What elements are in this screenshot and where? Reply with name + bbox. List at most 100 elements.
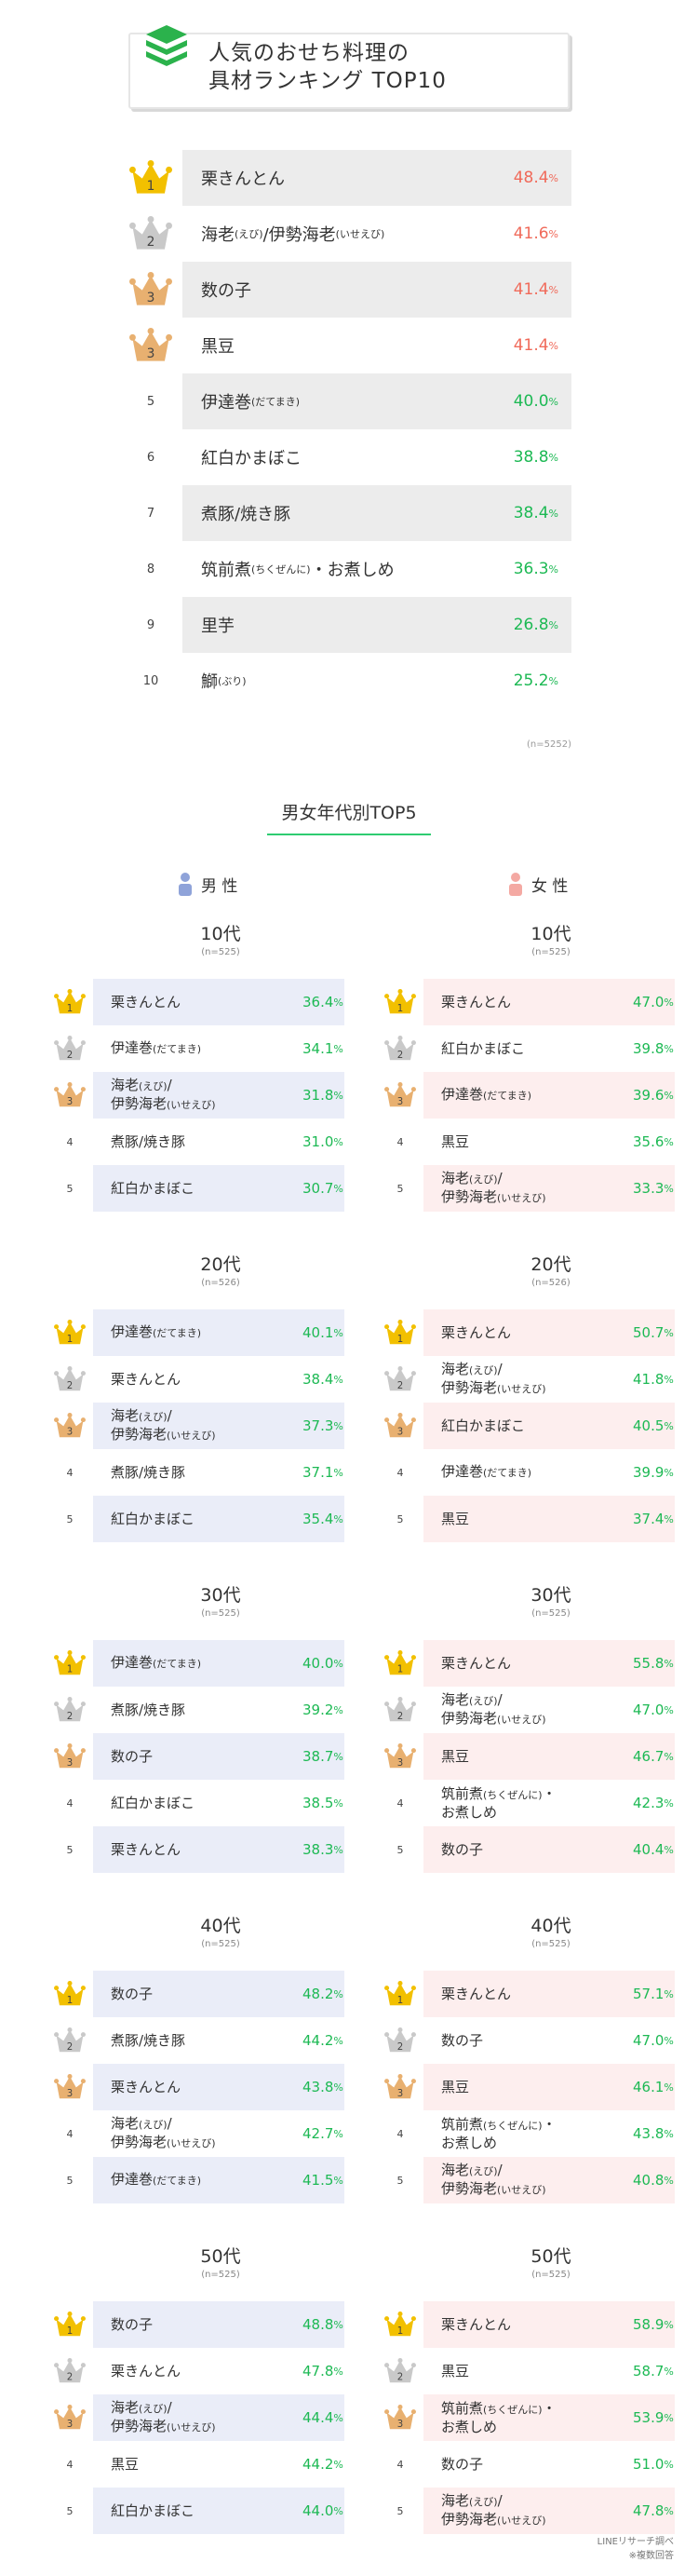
item-value: 50.7%	[633, 1324, 674, 1341]
rank-badge: 4	[66, 1796, 74, 1810]
row-background	[423, 2064, 675, 2110]
row-background	[182, 597, 571, 653]
sample-size: (n=526)	[531, 1278, 570, 1288]
svg-text:2: 2	[67, 1051, 73, 1061]
female-rank-row: 2 数の子 47.0%	[377, 2017, 693, 2064]
svg-text:3: 3	[397, 1428, 403, 1438]
title-card	[128, 33, 570, 109]
row-background	[182, 150, 571, 206]
row-background	[423, 2394, 675, 2441]
svg-text:1: 1	[67, 1665, 73, 1675]
rank-badge: 2	[377, 2348, 423, 2394]
item-name: 黒豆	[441, 2362, 470, 2379]
row-background	[182, 373, 571, 429]
svg-text:2: 2	[397, 1381, 403, 1391]
rank-badge: 4	[396, 1796, 404, 1810]
female-rank-row: 5 海老(えび)/伊勢海老(いせえび) 47.8%	[377, 2488, 693, 2534]
rank-badge: 3	[377, 2394, 423, 2441]
item-name: 数の子	[111, 1985, 154, 2002]
rank-badge: 2	[119, 206, 182, 262]
crown-icon: 2	[54, 2358, 86, 2383]
female-rank-row: 3 伊達巻(だてまき) 39.6%	[377, 1072, 693, 1119]
item-name: 煮豚/焼き豚	[111, 2031, 186, 2049]
male-age-heading: 10代 (n=525)	[95, 920, 346, 957]
svg-text:3: 3	[147, 346, 155, 361]
item-value: 43.8%	[302, 2079, 343, 2095]
rank-badge: 3	[377, 1072, 423, 1119]
row-background	[423, 1640, 675, 1687]
age-label: 10代	[200, 924, 241, 944]
crown-icon: 3	[54, 1082, 86, 1107]
item-value: 44.2%	[302, 2032, 343, 2049]
svg-text:2: 2	[147, 235, 155, 250]
crown-icon: 3	[129, 328, 172, 361]
item-value: 47.8%	[302, 2363, 343, 2379]
item-value: 37.3%	[302, 1417, 343, 1434]
male-rank-row: 1 数の子 48.2%	[47, 1971, 363, 2017]
item-value: 38.3%	[302, 1841, 343, 1858]
item-value: 41.4%	[513, 336, 558, 355]
row-background	[182, 485, 571, 541]
row-background	[423, 1309, 675, 1356]
item-value: 40.0%	[513, 392, 558, 411]
item-value: 47.0%	[633, 2032, 674, 2049]
ranking-row: 10 鰤 (ぶり) 25.2%	[119, 653, 571, 709]
rank-badge: 3	[47, 1072, 93, 1119]
crown-icon: 3	[54, 1413, 86, 1438]
item-value: 41.8%	[633, 1371, 674, 1388]
sample-size: (n=525)	[531, 947, 570, 957]
rank-badge: 7	[146, 506, 155, 521]
svg-text:1: 1	[397, 2326, 403, 2337]
item-name: 煮豚/焼き豚	[111, 1463, 186, 1481]
section-title: 男女年代別TOP5	[281, 803, 417, 823]
rank-badge: 2	[377, 2017, 423, 2064]
rank-badge: 4	[66, 1466, 74, 1479]
item-name: 栗きんとん	[111, 993, 181, 1010]
female-rank-row: 4 筑前煮(ちくぜんに)・ お煮しめ 42.3%	[377, 1780, 693, 1826]
svg-text:1: 1	[67, 1335, 73, 1345]
row-background	[423, 979, 675, 1025]
item-value: 37.1%	[302, 1464, 343, 1481]
svg-text:1: 1	[67, 1996, 73, 2006]
crown-icon: 2	[384, 1036, 416, 1061]
crown-icon: 1	[384, 2312, 416, 2337]
item-name: 紅白かまぼこ	[111, 1794, 195, 1811]
female-rank-row: 5 黒豆 37.4%	[377, 1496, 693, 1542]
item-value: 26.8%	[513, 616, 558, 634]
crown-icon: 2	[54, 1697, 86, 1722]
item-value: 47.0%	[633, 1702, 674, 1718]
item-name: 筑前煮(ちくぜんに)・お煮しめ	[441, 2115, 557, 2151]
rank-badge: 1	[377, 1309, 423, 1356]
item-name: 栗きんとん	[441, 1985, 512, 2002]
rank-badge: 1	[47, 979, 93, 1025]
row-background	[423, 2157, 675, 2203]
item-value: 48.8%	[302, 2316, 343, 2333]
age-label: 50代	[530, 2246, 571, 2267]
rank-badge: 1	[119, 150, 182, 206]
crown-icon: 1	[384, 989, 416, 1014]
item-name: 黒豆	[441, 2078, 470, 2095]
female-rank-row: 4 伊達巻(だてまき) 39.9%	[377, 1449, 693, 1496]
male-rank-row: 1 数の子 48.8%	[47, 2301, 363, 2348]
crown-icon: 3	[384, 1082, 416, 1107]
age-label: 20代	[200, 1254, 241, 1275]
item-name: 鰤 (ぶり)	[201, 672, 247, 692]
row-background	[93, 1826, 344, 1873]
item-name: 煮豚/焼き豚	[201, 505, 291, 524]
item-name: 伊達巻(だてまき)	[111, 1654, 202, 1671]
item-name: 海老(えび)/伊勢海老(いせえび)	[441, 1691, 546, 1727]
sample-size-note: (n=5252)	[527, 739, 571, 750]
row-background	[93, 2301, 344, 2348]
rank-badge: 5	[66, 2174, 74, 2187]
item-value: 38.4%	[302, 1371, 343, 1388]
male-age-heading: 30代 (n=525)	[95, 1581, 346, 1619]
age-label: 40代	[530, 1916, 571, 1936]
item-value: 34.1%	[302, 1040, 343, 1057]
female-rank-row: 5 海老(えび)/伊勢海老(いせえび) 40.8%	[377, 2157, 693, 2203]
female-rank-row: 1 栗きんとん 50.7%	[377, 1309, 693, 1356]
rank-badge: 3	[377, 2064, 423, 2110]
rank-badge: 4	[396, 2458, 404, 2471]
item-name: 黒豆	[201, 337, 235, 357]
rank-badge: 5	[396, 2174, 404, 2187]
sample-size: (n=525)	[531, 2270, 570, 2280]
